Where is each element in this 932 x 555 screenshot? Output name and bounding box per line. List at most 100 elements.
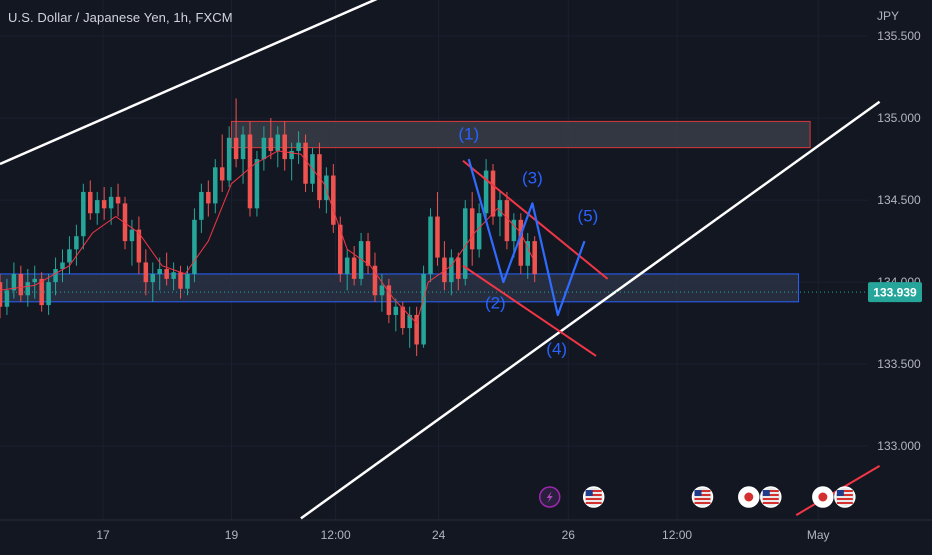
us-flag-stripe <box>585 498 602 500</box>
us-flag-stripe <box>762 494 779 496</box>
candle-body <box>303 142 308 184</box>
candle-body <box>518 219 524 266</box>
japan-flag-sun <box>744 492 754 502</box>
candle-body <box>365 241 371 266</box>
candle-body <box>525 241 531 266</box>
elliott-wave-path <box>467 158 586 317</box>
candle-body <box>219 167 225 181</box>
candle-body <box>393 306 399 315</box>
candle-body <box>88 191 93 214</box>
us-flag-stripe <box>836 494 853 496</box>
candle-body <box>511 219 517 242</box>
last-price-tag <box>868 282 922 303</box>
candle-body <box>372 265 378 296</box>
candle-body <box>414 314 419 345</box>
candle-body <box>449 257 454 283</box>
lightning-bolt-shape <box>546 491 553 503</box>
wave-label: (5) <box>578 206 599 225</box>
candle-body <box>233 137 239 160</box>
candle-body <box>39 278 44 306</box>
candle-body <box>324 175 329 201</box>
candle-body <box>337 224 343 274</box>
moving-average-line <box>0 150 533 325</box>
candle-body <box>226 137 232 181</box>
us-flag-canton <box>762 490 770 496</box>
us-flag-stripe <box>762 498 779 500</box>
us-flag-stripe <box>585 494 602 496</box>
x-axis-tick-label: 26 <box>562 528 576 542</box>
us-flag-stripe <box>585 502 602 504</box>
candle-body <box>108 196 114 209</box>
candle-body <box>421 273 426 345</box>
candle-body <box>206 191 211 204</box>
candle-body <box>386 285 392 315</box>
candle-body <box>136 229 142 263</box>
candle-body <box>254 159 260 209</box>
candle-body <box>164 269 169 279</box>
candle-body <box>351 257 357 279</box>
y-axis-tick-label: 135.500 <box>877 29 921 43</box>
candle-body <box>178 272 183 289</box>
wave-label: (3) <box>522 169 543 188</box>
candle-body <box>185 273 190 289</box>
us-flag-stripe <box>762 502 779 504</box>
candle-body <box>296 142 301 151</box>
us-flag-stripe <box>585 490 602 492</box>
support-zone <box>0 273 800 303</box>
y-axis-tick-label: 135.000 <box>877 111 921 125</box>
candle-body <box>497 200 503 217</box>
candle-body <box>240 134 246 160</box>
candle-body <box>289 150 294 160</box>
candle-body <box>532 241 537 274</box>
candle-body <box>122 203 128 242</box>
candle-body <box>400 306 406 329</box>
resistance-zone <box>230 120 811 149</box>
candle-body <box>150 273 156 283</box>
candle-body <box>157 269 162 274</box>
wave-label: (1) <box>458 124 479 143</box>
candle-body <box>483 170 489 214</box>
us-flag-stripe <box>694 498 711 500</box>
us-flag-stripe <box>694 494 711 496</box>
candle-body <box>275 134 281 151</box>
us-flag-canton <box>694 490 702 496</box>
candle-body <box>81 191 86 237</box>
candle-body <box>67 249 72 263</box>
candle-body <box>25 282 31 296</box>
us-flag-canton <box>836 490 844 496</box>
candle-body <box>476 213 482 250</box>
us-flag-stripe <box>694 502 711 504</box>
candle-body <box>282 134 287 160</box>
candle-body <box>331 175 336 225</box>
candle-body <box>4 290 10 307</box>
candle-body <box>18 273 24 296</box>
candle-body <box>143 262 149 283</box>
candle-body <box>435 216 440 258</box>
candle-body <box>199 191 204 220</box>
japan-flag-sun <box>818 492 828 502</box>
candle-body <box>11 273 17 291</box>
x-axis-tick-label: 17 <box>96 528 110 542</box>
candle-body <box>504 200 510 242</box>
candle-body <box>344 257 350 274</box>
wedge-trendline <box>462 264 597 357</box>
candle-body <box>456 257 461 279</box>
candle-body <box>94 200 100 214</box>
x-axis-tick-label: 19 <box>225 528 239 542</box>
candle-body <box>101 200 107 209</box>
chart-title: U.S. Dollar / Japanese Yen, 1h, FXCM <box>8 10 233 25</box>
candle-body <box>46 282 51 306</box>
candle-body <box>60 262 65 270</box>
us-flag-canton <box>585 490 593 496</box>
candle-body <box>379 285 385 296</box>
candle-body <box>442 257 447 283</box>
candle-body <box>53 269 58 283</box>
channel-trendline <box>300 100 881 520</box>
candle-body <box>268 137 274 151</box>
us-flag-stripe <box>836 502 853 504</box>
us-flag-stripe <box>836 498 853 500</box>
candle-body <box>462 208 468 279</box>
candle-body <box>428 216 433 274</box>
